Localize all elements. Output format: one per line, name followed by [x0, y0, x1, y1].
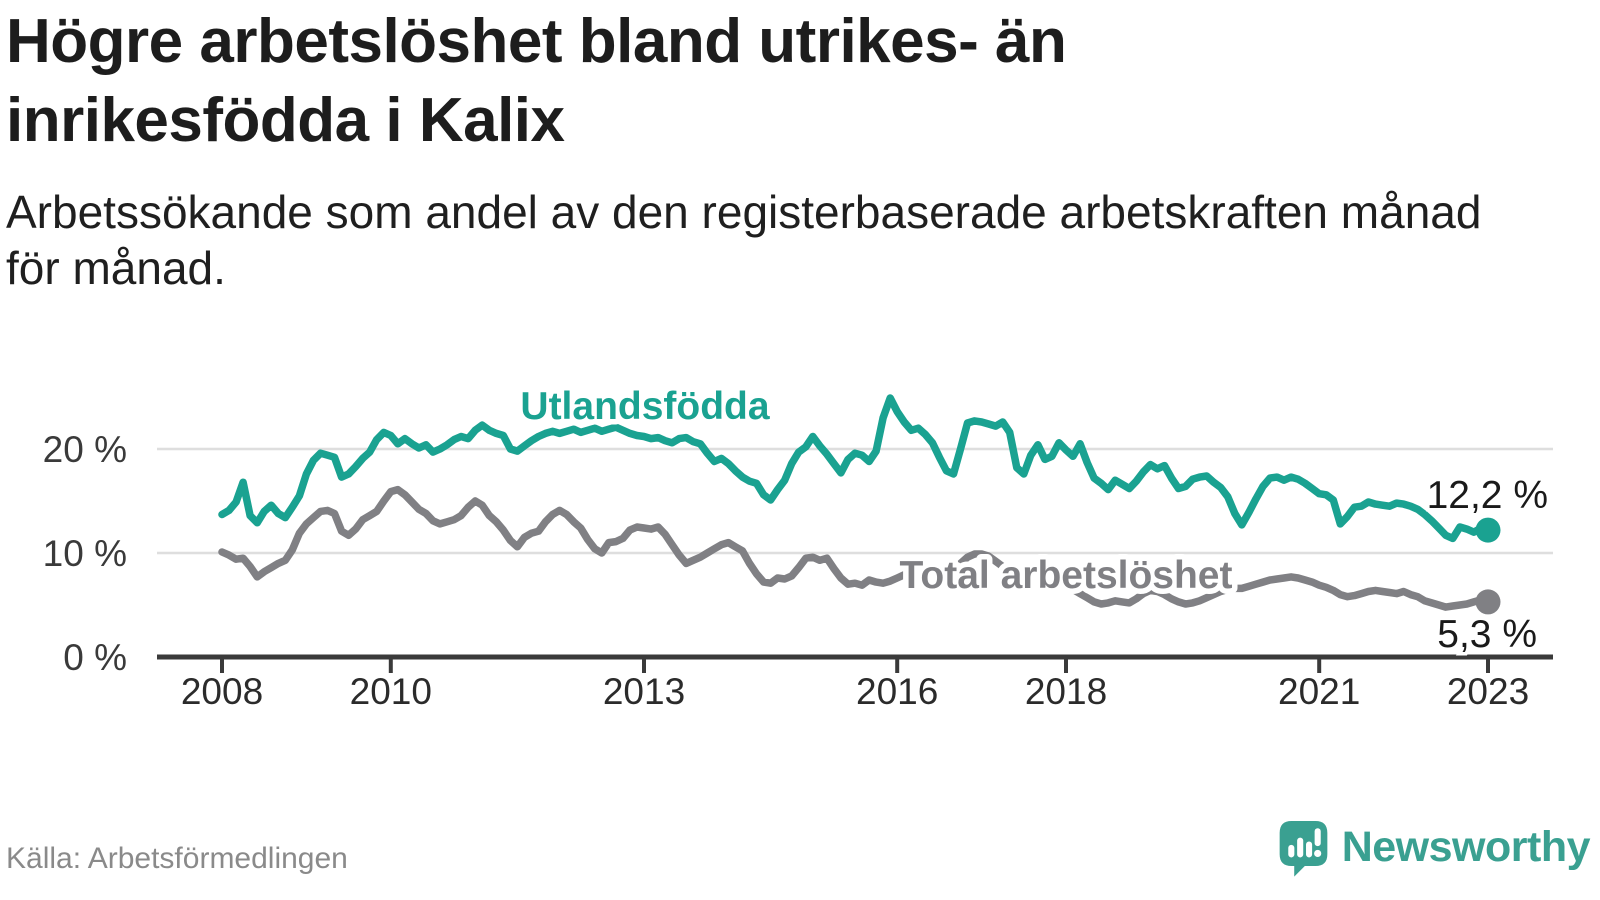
y-tick-label: 10 %	[43, 533, 127, 574]
series-label-0: Utlandsfödda	[520, 385, 769, 428]
x-tick-label: 2021	[1278, 671, 1360, 712]
subtitle-line-1: Arbetssökande som andel av den registerb…	[6, 186, 1482, 238]
logo-bar-medium	[1305, 841, 1312, 858]
x-tick-label: 2016	[856, 671, 938, 712]
x-tick-label: 2018	[1025, 671, 1107, 712]
page-title-line-2: inrikesfödda i Kalix	[6, 86, 565, 156]
series-label-1: Total arbetslöshet	[899, 554, 1232, 597]
subtitle: Arbetssökande som andel av den registerb…	[6, 184, 1481, 296]
series-end-value-1: 5,3 %	[1437, 613, 1537, 656]
y-tick-label: 0 %	[63, 637, 127, 678]
source-note: Källa: Arbetsförmedlingen	[6, 842, 348, 875]
x-tick-label: 2023	[1447, 671, 1529, 712]
x-tick-label: 2008	[181, 671, 263, 712]
brand-logo: Newsworthy	[1277, 818, 1591, 877]
page-title-line-1: Högre arbetslöshet bland utrikes- än	[6, 7, 1067, 76]
series-end-dot-1	[1475, 589, 1501, 615]
brand-name: Newsworthy	[1341, 823, 1591, 871]
series-line-0	[218, 394, 1492, 543]
y-tick-label: 20 %	[43, 429, 127, 470]
x-tick-label: 2013	[603, 671, 685, 712]
series-end-dot-0	[1475, 517, 1501, 543]
series-line-1	[218, 485, 1492, 611]
newsworthy-logo-icon	[1279, 821, 1328, 877]
logo-bar-tall	[1296, 837, 1303, 858]
logo-exclamation-dot	[1313, 849, 1321, 858]
logo-bar-short	[1287, 844, 1295, 858]
series-end-value-0: 12,2 %	[1427, 474, 1548, 517]
logo-speech-bubble	[1279, 821, 1328, 877]
page-title: Högre arbetslöshet bland utrikes- än inr…	[6, 2, 1067, 161]
subtitle-line-2: för månad.	[6, 242, 226, 295]
x-tick-label: 2010	[350, 671, 432, 712]
logo-exclamation-bar	[1314, 828, 1321, 847]
